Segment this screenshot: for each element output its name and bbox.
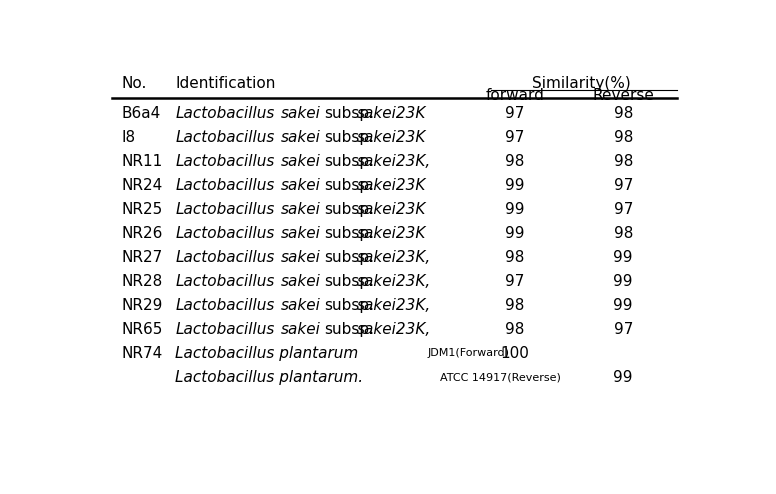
Text: 100: 100 bbox=[501, 346, 529, 361]
Text: sakei23K: sakei23K bbox=[357, 226, 426, 241]
Text: sakei: sakei bbox=[280, 154, 320, 169]
Text: ATCC 14917(Reverse): ATCC 14917(Reverse) bbox=[440, 372, 561, 382]
Text: 99: 99 bbox=[505, 226, 525, 241]
Text: Identification: Identification bbox=[175, 76, 275, 90]
Text: sakei23K,: sakei23K, bbox=[357, 298, 431, 313]
Text: 98: 98 bbox=[614, 106, 633, 121]
Text: Lactobacillus: Lactobacillus bbox=[175, 178, 275, 193]
Text: NR29: NR29 bbox=[121, 298, 162, 313]
Text: subsp.: subsp. bbox=[324, 202, 374, 217]
Text: 97: 97 bbox=[505, 130, 525, 145]
Text: subsp.: subsp. bbox=[324, 226, 374, 241]
Text: Reverse: Reverse bbox=[592, 87, 654, 103]
Text: subsp.: subsp. bbox=[324, 274, 374, 289]
Text: NR28: NR28 bbox=[121, 274, 162, 289]
Text: sakei: sakei bbox=[280, 250, 320, 265]
Text: subsp.: subsp. bbox=[324, 106, 374, 121]
Text: sakei: sakei bbox=[280, 106, 320, 121]
Text: 98: 98 bbox=[614, 226, 633, 241]
Text: subsp.: subsp. bbox=[324, 154, 374, 169]
Text: 98: 98 bbox=[505, 298, 525, 313]
Text: 99: 99 bbox=[505, 178, 525, 193]
Text: No.: No. bbox=[121, 76, 147, 90]
Text: Lactobacillus: Lactobacillus bbox=[175, 298, 275, 313]
Text: 99: 99 bbox=[614, 250, 633, 265]
Text: I8: I8 bbox=[121, 130, 135, 145]
Text: Lactobacillus: Lactobacillus bbox=[175, 226, 275, 241]
Text: 97: 97 bbox=[614, 202, 633, 217]
Text: NR65: NR65 bbox=[121, 322, 162, 337]
Text: Lactobacillus: Lactobacillus bbox=[175, 322, 275, 337]
Text: 97: 97 bbox=[614, 178, 633, 193]
Text: Lactobacillus: Lactobacillus bbox=[175, 274, 275, 289]
Text: Lactobacillus: Lactobacillus bbox=[175, 106, 275, 121]
Text: 97: 97 bbox=[505, 274, 525, 289]
Text: subsp.: subsp. bbox=[324, 250, 374, 265]
Text: NR26: NR26 bbox=[121, 226, 162, 241]
Text: NR24: NR24 bbox=[121, 178, 162, 193]
Text: sakei23K: sakei23K bbox=[357, 202, 426, 217]
Text: sakei: sakei bbox=[280, 298, 320, 313]
Text: subsp.: subsp. bbox=[324, 130, 374, 145]
Text: NR11: NR11 bbox=[121, 154, 162, 169]
Text: sakei: sakei bbox=[280, 226, 320, 241]
Text: sakei: sakei bbox=[280, 130, 320, 145]
Text: 99: 99 bbox=[505, 202, 525, 217]
Text: 97: 97 bbox=[614, 322, 633, 337]
Text: forward: forward bbox=[486, 87, 545, 103]
Text: Lactobacillus: Lactobacillus bbox=[175, 154, 275, 169]
Text: 99: 99 bbox=[614, 298, 633, 313]
Text: sakei: sakei bbox=[280, 178, 320, 193]
Text: 98: 98 bbox=[505, 250, 525, 265]
Text: 99: 99 bbox=[614, 274, 633, 289]
Text: B6a4: B6a4 bbox=[121, 106, 161, 121]
Text: subsp.: subsp. bbox=[324, 178, 374, 193]
Text: sakei23K,: sakei23K, bbox=[357, 250, 431, 265]
Text: 98: 98 bbox=[505, 322, 525, 337]
Text: subsp.: subsp. bbox=[324, 322, 374, 337]
Text: 98: 98 bbox=[614, 154, 633, 169]
Text: sakei: sakei bbox=[280, 322, 320, 337]
Text: sakei23K: sakei23K bbox=[357, 106, 426, 121]
Text: sakei23K,: sakei23K, bbox=[357, 322, 431, 337]
Text: Lactobacillus: Lactobacillus bbox=[175, 130, 275, 145]
Text: JDM1(Forward): JDM1(Forward) bbox=[428, 348, 510, 358]
Text: 98: 98 bbox=[614, 130, 633, 145]
Text: subsp.: subsp. bbox=[324, 298, 374, 313]
Text: NR25: NR25 bbox=[121, 202, 162, 217]
Text: sakei: sakei bbox=[280, 274, 320, 289]
Text: Similarity(%): Similarity(%) bbox=[532, 76, 631, 90]
Text: 99: 99 bbox=[614, 370, 633, 385]
Text: sakei: sakei bbox=[280, 202, 320, 217]
Text: Lactobacillus plantarum: Lactobacillus plantarum bbox=[175, 346, 359, 361]
Text: sakei23K: sakei23K bbox=[357, 130, 426, 145]
Text: 97: 97 bbox=[505, 106, 525, 121]
Text: sakei23K,: sakei23K, bbox=[357, 274, 431, 289]
Text: Lactobacillus: Lactobacillus bbox=[175, 250, 275, 265]
Text: sakei23K,: sakei23K, bbox=[357, 154, 431, 169]
Text: Lactobacillus: Lactobacillus bbox=[175, 202, 275, 217]
Text: NR74: NR74 bbox=[121, 346, 162, 361]
Text: NR27: NR27 bbox=[121, 250, 162, 265]
Text: 98: 98 bbox=[505, 154, 525, 169]
Text: Lactobacillus plantarum.: Lactobacillus plantarum. bbox=[175, 370, 363, 385]
Text: sakei23K: sakei23K bbox=[357, 178, 426, 193]
